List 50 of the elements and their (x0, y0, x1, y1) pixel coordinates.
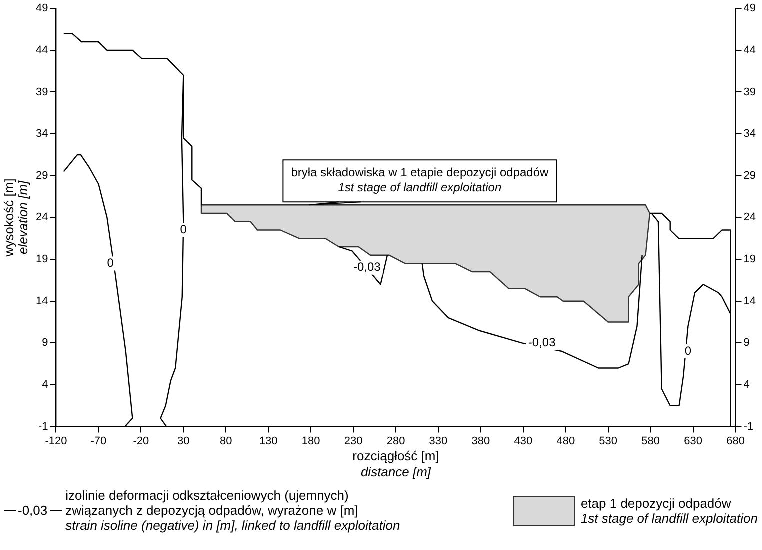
y-tick-label: -1 (38, 420, 48, 433)
y2-tick-label: -1 (744, 420, 754, 433)
text: izolinie deformacji odkształceniowych (ujemnych) związanych z depozycją odpadów, wyrażone w [m] strain isoline (negative) in [m], linked to landfill exploitation (66, 488, 400, 533)
y-tick-label: 44 (36, 44, 48, 56)
x-tick-label: -70 (90, 435, 107, 448)
y-tick-label: 49 (36, 2, 48, 15)
annotation: 0 (180, 222, 188, 237)
y-axis-title: wysokość [m] elevation [m] (2, 178, 31, 258)
y2-tick-label: 4 (744, 379, 750, 392)
y-tick-label: 29 (36, 170, 48, 182)
y2-tick-label: 9 (744, 337, 750, 350)
y-tick-label: 24 (36, 212, 48, 224)
x-tick-label: 530 (599, 435, 618, 448)
x-tick-label: 130 (259, 435, 278, 448)
x-tick-label: -120 (45, 435, 68, 448)
y-tick-label: 9 (42, 337, 48, 350)
y-tick-label: 4 (42, 379, 48, 392)
y2-tick-label: 14 (744, 295, 756, 308)
x-tick-label: 280 (386, 435, 406, 448)
y2-tick-label: 39 (744, 86, 756, 98)
x-tick-label: 630 (684, 435, 702, 448)
x-tick-label: 330 (429, 435, 448, 448)
x-tick-label: 80 (220, 435, 232, 448)
y2-tick-label: 24 (744, 212, 756, 224)
y2-tick-label: 29 (744, 170, 756, 182)
legend-label: -0,03 (18, 503, 48, 518)
y2-tick-label: 34 (744, 128, 756, 140)
annotation: 0 (107, 256, 114, 270)
x-tick-label: 680 (726, 435, 745, 448)
y2-tick-label: 19 (744, 254, 756, 266)
y2-tick-label: 44 (744, 44, 756, 56)
x-tick-label: 380 (472, 435, 490, 448)
annotation: -0,03 (528, 335, 556, 350)
x-tick-label: 230 (344, 435, 363, 448)
x-tick-label: -20 (133, 435, 150, 448)
legend-label: etap 1 depozycji odpadów 1st stage of landfill exploitation (580, 496, 758, 526)
annotation: bryła składowiska w 1 etapie depozycji odpadów 1st stage of landfill exploitation (291, 165, 550, 194)
y-tick-label: 14 (36, 295, 48, 308)
annotation: 0 (684, 344, 692, 358)
y2-tick-label: 49 (744, 2, 756, 15)
x-axis-title: rozciągłość [m] distance [m] (352, 448, 440, 480)
y-tick-label: 19 (36, 254, 48, 266)
x-tick-label: 430 (514, 435, 533, 448)
y-tick-label: 39 (36, 86, 48, 98)
y-tick-label: 34 (36, 128, 48, 140)
x-tick-label: 30 (178, 435, 190, 448)
annotation: -0,03 (353, 260, 382, 274)
x-tick-label: 180 (302, 435, 320, 448)
x-tick-label: 480 (556, 435, 576, 448)
x-tick-label: 580 (642, 435, 660, 448)
